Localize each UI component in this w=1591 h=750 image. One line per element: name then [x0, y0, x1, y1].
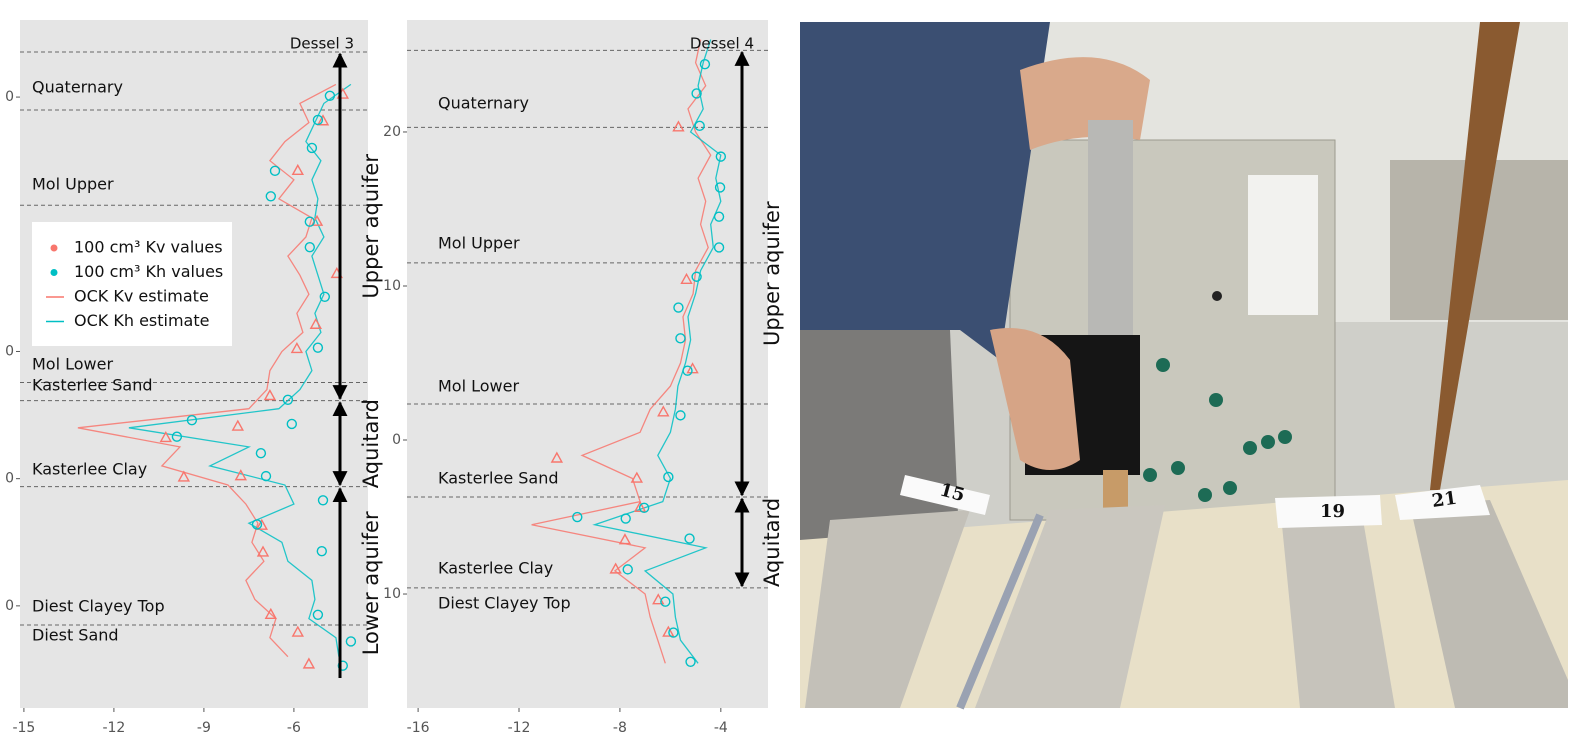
photo-label: 19	[1320, 501, 1345, 522]
layer-label: Diest Clayey Top	[438, 594, 571, 613]
y-tick-label: 0	[392, 432, 401, 448]
layer-label: Mol Lower	[32, 355, 113, 374]
layer-label: Kasterlee Sand	[32, 376, 153, 395]
legend-entry: OCK Kv estimate	[74, 287, 209, 306]
x-tick-label: -12	[102, 720, 125, 736]
layer-label: Mol Upper	[438, 234, 520, 253]
zone-label: Aquitard	[760, 498, 784, 587]
x-tick-label: -15	[12, 720, 35, 736]
layer-label: Kasterlee Clay	[438, 559, 553, 578]
y-tick-label: 20	[383, 124, 401, 140]
legend-symbol	[51, 269, 58, 276]
y-tick-label: 0	[5, 343, 14, 359]
photo: 15 19 21	[800, 22, 1568, 708]
zone-label: Upper aquifer	[760, 201, 784, 346]
layer-label: Diest Sand	[32, 626, 119, 645]
chart-title: Dessel 3	[290, 35, 354, 53]
zone-label: Lower aquifer	[359, 511, 383, 655]
layer-label: Mol Lower	[438, 377, 519, 396]
chart-title: Dessel 4	[690, 35, 754, 53]
legend-entry: OCK Kh estimate	[74, 311, 209, 330]
layer-label: Diest Clayey Top	[32, 597, 165, 616]
y-tick-label: 10	[383, 586, 401, 602]
x-tick-label: -8	[613, 720, 627, 736]
y-tick-label: 0	[5, 89, 14, 105]
legend-entry: 100 cm³ Kh values	[74, 262, 223, 281]
x-tick-label: -9	[197, 720, 211, 736]
photo-label: 21	[1430, 488, 1458, 512]
x-tick-label: -16	[407, 720, 430, 736]
y-tick-label: 10	[383, 278, 401, 294]
y-tick-label: 0	[5, 598, 14, 614]
y-tick-label: 0	[5, 471, 14, 487]
layer-label: Kasterlee Sand	[438, 469, 559, 488]
layer-label: Quaternary	[438, 94, 529, 113]
figure: 15 19 21 -15 -12 -9 -6 0 0 0 0 Quaternary Mol Upp…	[0, 0, 1591, 746]
x-tick-label: -6	[287, 720, 301, 736]
x-tick-label: -4	[714, 720, 728, 736]
zone-label: Upper aquifer	[359, 154, 383, 299]
legend-symbol	[51, 245, 58, 252]
layer-label: Kasterlee Clay	[32, 460, 147, 479]
layer-label: Quaternary	[32, 78, 123, 97]
layer-label: Mol Upper	[32, 175, 114, 194]
x-tick-label: -12	[508, 720, 531, 736]
legend-entry: 100 cm³ Kv values	[74, 238, 223, 257]
zone-label: Aquitard	[359, 399, 383, 488]
